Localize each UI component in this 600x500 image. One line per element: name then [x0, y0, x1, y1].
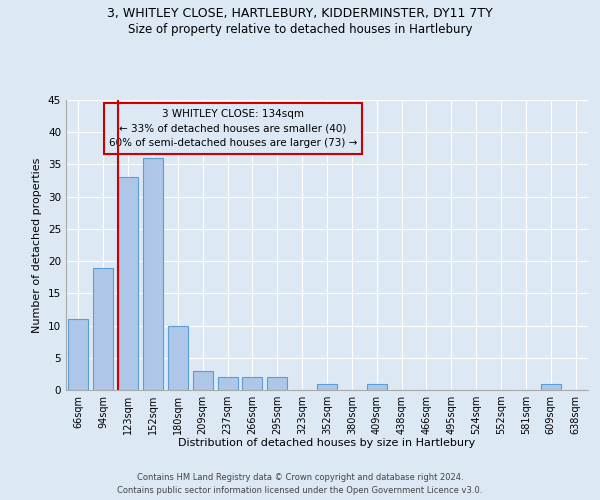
Bar — [168, 326, 188, 390]
Bar — [94, 268, 113, 390]
Bar — [242, 377, 262, 390]
Bar — [68, 319, 88, 390]
Bar — [218, 377, 238, 390]
Bar — [193, 370, 212, 390]
Y-axis label: Number of detached properties: Number of detached properties — [32, 158, 43, 332]
Bar — [541, 384, 560, 390]
Bar — [143, 158, 163, 390]
Text: 3, WHITLEY CLOSE, HARTLEBURY, KIDDERMINSTER, DY11 7TY: 3, WHITLEY CLOSE, HARTLEBURY, KIDDERMINS… — [107, 8, 493, 20]
Bar — [317, 384, 337, 390]
Text: Size of property relative to detached houses in Hartlebury: Size of property relative to detached ho… — [128, 22, 472, 36]
Text: Distribution of detached houses by size in Hartlebury: Distribution of detached houses by size … — [178, 438, 476, 448]
Text: Contains HM Land Registry data © Crown copyright and database right 2024.
Contai: Contains HM Land Registry data © Crown c… — [118, 474, 482, 495]
Bar — [118, 178, 138, 390]
Bar — [367, 384, 386, 390]
Bar — [268, 377, 287, 390]
Text: 3 WHITLEY CLOSE: 134sqm
← 33% of detached houses are smaller (40)
60% of semi-de: 3 WHITLEY CLOSE: 134sqm ← 33% of detache… — [109, 108, 357, 148]
